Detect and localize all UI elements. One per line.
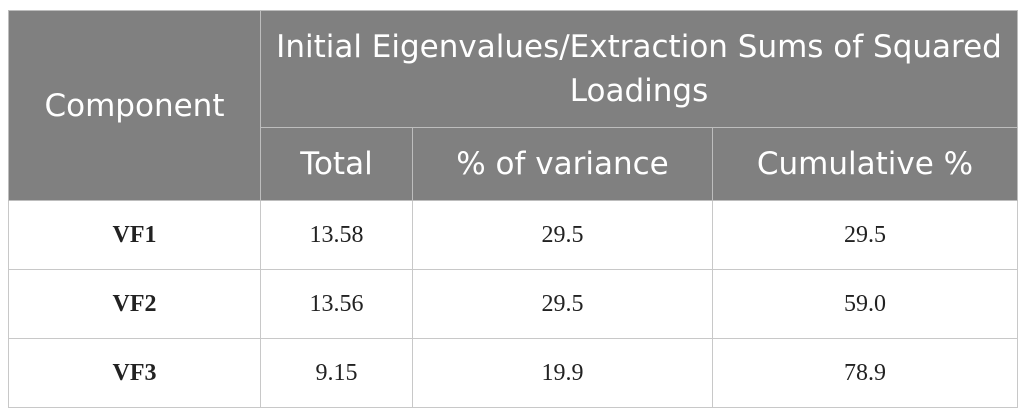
data-cell: 9.15	[260, 338, 413, 408]
header-cell: Initial Eigenvalues/Extraction Sums of S…	[259, 10, 1019, 128]
data-row: VF2 13.56 29.5 59.0	[8, 269, 1019, 339]
data-row: VF1 13.58 29.5 29.5	[8, 200, 1019, 270]
data-cell: 29.5	[412, 269, 713, 339]
data-cell: 19.9	[412, 338, 713, 408]
row-label: VF3	[8, 338, 261, 408]
data-row: VF3 9.15 19.9 78.9	[8, 338, 1019, 408]
header-cell: % of variance	[412, 127, 713, 201]
data-cell: 13.56	[260, 269, 413, 339]
header-row: Component Initial Eigenvalues/Extraction…	[8, 10, 1019, 201]
table-body: VF1 13.58 29.5 29.5 VF2 13.56 29.5 59.0 VF3 9.15 1…	[8, 200, 1019, 408]
data-cell: 29.5	[412, 200, 713, 270]
data-cell: 29.5	[711, 200, 1019, 270]
header-cell: Component	[8, 10, 261, 201]
data-cell: 13.58	[260, 200, 413, 270]
row-label: VF1	[8, 200, 261, 270]
row-label: VF2	[8, 269, 261, 339]
data-cell: 78.9	[711, 338, 1019, 408]
header-row: Total % of variance Cumulative %	[9, 127, 1019, 201]
header-cell: Total	[260, 127, 413, 201]
header-cell: Cumulative %	[711, 127, 1019, 201]
eigenvalue-table: Component Initial Eigenvalues/Extraction…	[8, 10, 1019, 408]
data-cell: 59.0	[711, 269, 1019, 339]
